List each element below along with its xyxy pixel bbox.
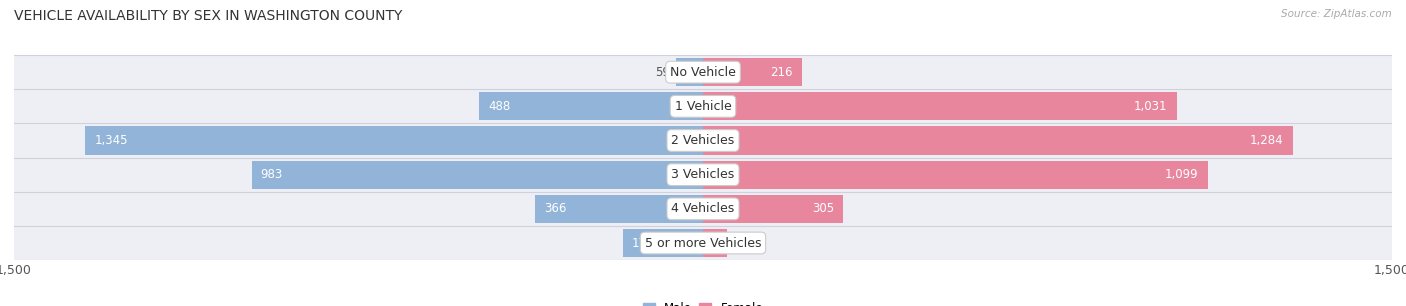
Bar: [703, 229, 727, 257]
Text: 59: 59: [655, 66, 671, 79]
Bar: [479, 92, 703, 120]
Text: 1,345: 1,345: [94, 134, 128, 147]
Text: 1,099: 1,099: [1166, 168, 1198, 181]
Bar: [14, 123, 1392, 158]
Bar: [703, 195, 844, 223]
Bar: [14, 192, 1392, 226]
Text: 5 or more Vehicles: 5 or more Vehicles: [645, 237, 761, 249]
Bar: [703, 92, 1177, 120]
Text: 366: 366: [544, 202, 567, 215]
Text: 216: 216: [770, 66, 793, 79]
Text: 1,284: 1,284: [1250, 134, 1284, 147]
Text: 2 Vehicles: 2 Vehicles: [672, 134, 734, 147]
Legend: Male, Female: Male, Female: [638, 297, 768, 306]
Bar: [14, 55, 1392, 89]
Text: 53: 53: [733, 237, 748, 249]
Bar: [703, 126, 1292, 155]
Bar: [534, 195, 703, 223]
Bar: [252, 161, 703, 189]
Bar: [703, 58, 803, 86]
Text: 3 Vehicles: 3 Vehicles: [672, 168, 734, 181]
Text: 488: 488: [488, 100, 510, 113]
Bar: [14, 89, 1392, 123]
Bar: [86, 126, 703, 155]
Text: No Vehicle: No Vehicle: [671, 66, 735, 79]
Text: 1 Vehicle: 1 Vehicle: [675, 100, 731, 113]
Bar: [14, 158, 1392, 192]
Text: VEHICLE AVAILABILITY BY SEX IN WASHINGTON COUNTY: VEHICLE AVAILABILITY BY SEX IN WASHINGTO…: [14, 9, 402, 23]
Bar: [676, 58, 703, 86]
Bar: [703, 161, 1208, 189]
Bar: [14, 226, 1392, 260]
Bar: [623, 229, 703, 257]
Text: 4 Vehicles: 4 Vehicles: [672, 202, 734, 215]
Text: 983: 983: [260, 168, 283, 181]
Text: 305: 305: [811, 202, 834, 215]
Text: 175: 175: [631, 237, 654, 249]
Text: 1,031: 1,031: [1133, 100, 1167, 113]
Text: Source: ZipAtlas.com: Source: ZipAtlas.com: [1281, 9, 1392, 19]
